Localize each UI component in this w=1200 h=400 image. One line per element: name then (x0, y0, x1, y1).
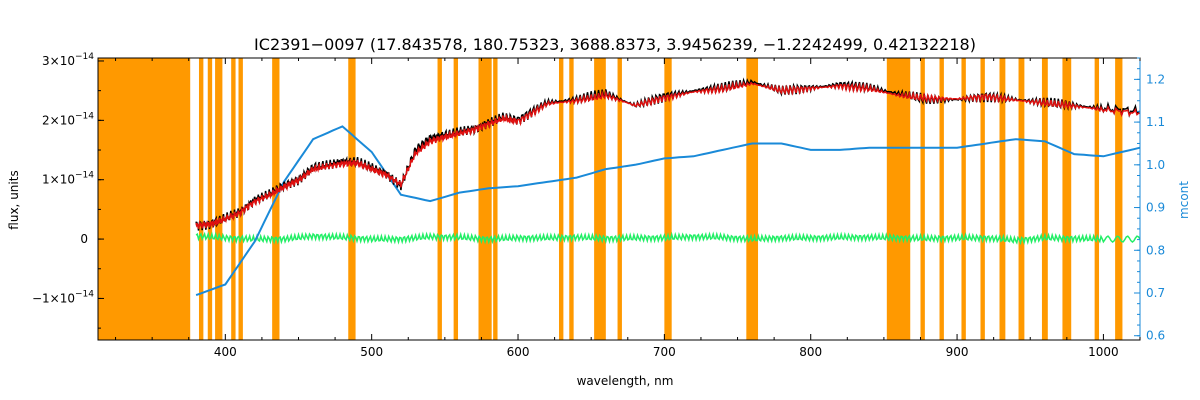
masked-band (207, 58, 213, 340)
y2-axis-label: mcont (1177, 181, 1191, 219)
y2-tick-label: 0.9 (1146, 201, 1165, 215)
masked-band (939, 58, 944, 340)
y-axis-label: flux, units (7, 170, 21, 229)
masked-band (198, 58, 204, 340)
masked-band (215, 58, 223, 340)
x-tick-label: 400 (214, 345, 237, 359)
y2-tick-label: 0.6 (1146, 329, 1165, 343)
y2-tick-label: 1.0 (1146, 158, 1165, 172)
series-layer (195, 77, 1141, 297)
masked-band (493, 58, 498, 340)
y2-tick-label: 0.7 (1146, 286, 1165, 300)
masked-band (569, 58, 574, 340)
masked-band (348, 58, 356, 340)
y-tick-label: 2×10−14 (42, 111, 94, 127)
x-tick-label: 900 (946, 345, 969, 359)
x-tick-label: 500 (360, 345, 383, 359)
x-tick-label: 700 (653, 345, 676, 359)
y2-tick-label: 1.2 (1146, 72, 1165, 86)
masked-band (920, 58, 925, 340)
series-model (195, 80, 1141, 229)
masked-band (231, 58, 236, 340)
masked-bands (98, 58, 1123, 340)
x-tick-label: 1000 (1088, 345, 1119, 359)
y-axis-right: 0.6 0.7 0.8 0.9 1.0 1.1 1.2 (1134, 57, 1165, 343)
masked-band (1115, 58, 1123, 340)
y-tick-label: 0 (80, 232, 88, 246)
y-axis-left: −1×10−14 0 1×10−14 2×10−14 3×10−14 (32, 52, 104, 329)
masked-band (886, 58, 911, 340)
masked-band (1062, 58, 1072, 340)
masked-band (98, 58, 191, 340)
masked-band (1094, 58, 1100, 340)
y-tick-label: 1×10−14 (42, 171, 94, 187)
x-tick-label: 800 (799, 345, 822, 359)
y2-tick-label: 1.1 (1146, 115, 1165, 129)
masked-band (1041, 58, 1048, 340)
masked-band (558, 58, 564, 340)
masked-band (617, 58, 622, 340)
y2-tick-label: 0.8 (1146, 243, 1165, 257)
x-tick-label: 600 (507, 345, 530, 359)
y-tick-label: 3×10−14 (42, 52, 94, 68)
masked-band (999, 58, 1006, 340)
masked-band (961, 58, 966, 340)
x-axis-label: wavelength, nm (577, 374, 674, 388)
masked-band (980, 58, 985, 340)
x-axis: 400 500 600 700 800 900 1000 (115, 58, 1141, 359)
masked-band (1018, 58, 1025, 340)
masked-band (238, 58, 243, 340)
series-residual (195, 231, 1141, 246)
masked-band (478, 58, 492, 340)
series-continuum (195, 125, 1141, 297)
masked-band (746, 58, 759, 340)
chart-title: IC2391−0097 (17.843578, 180.75323, 3688.… (254, 35, 976, 54)
y-tick-label: −1×10−14 (32, 289, 94, 305)
masked-band (594, 58, 606, 340)
masked-band (453, 58, 459, 340)
masked-band (664, 58, 672, 340)
